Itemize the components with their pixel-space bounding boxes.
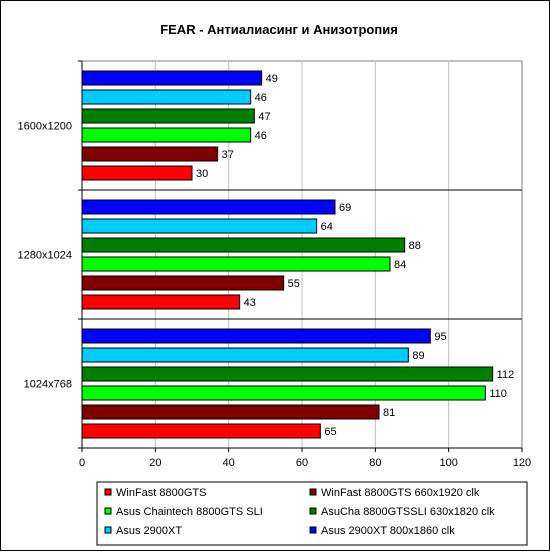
bar-value-label: 84 (394, 259, 406, 271)
bar (81, 70, 263, 86)
legend-entry: Asus 2900XT 800x1860 clk (321, 525, 455, 537)
bar-value-label: 30 (196, 168, 208, 180)
legend-swatch (104, 488, 112, 496)
bar-value-label: 95 (434, 331, 446, 343)
legend-entry: AsuCha 8800GTSSLI 630x1820 clk (321, 506, 495, 518)
bar-value-label: 49 (266, 73, 278, 85)
legend-swatch (309, 507, 317, 515)
bar (81, 385, 486, 401)
x-tick-label: 80 (369, 457, 381, 469)
bar-value-label: 110 (489, 388, 507, 400)
x-tick-label: 120 (513, 457, 531, 469)
bar-value-label: 88 (409, 240, 421, 252)
legend-entry: Asus Chaintech 8800GTS SLI (116, 506, 263, 518)
legend-swatch (309, 488, 317, 496)
bar (81, 127, 252, 143)
legend-entry: Asus 2900XT (116, 525, 182, 537)
category-label: 1600x1200 (18, 121, 72, 133)
bar (81, 89, 252, 105)
bar (81, 237, 406, 253)
bar-value-label: 89 (412, 350, 424, 362)
bar-value-label: 69 (339, 202, 351, 214)
bar-value-label: 46 (255, 130, 267, 142)
bar (81, 218, 318, 234)
bar-value-label: 43 (244, 297, 256, 309)
x-tick-label: 60 (296, 457, 308, 469)
bar-value-label: 81 (383, 407, 395, 419)
bar (81, 404, 380, 420)
bar-value-label: 64 (321, 221, 333, 233)
bar (81, 146, 219, 162)
bar-value-label: 46 (255, 92, 267, 104)
bar (81, 347, 409, 363)
legend-swatch (309, 526, 317, 534)
bar (81, 275, 285, 291)
bar (81, 165, 193, 181)
bar (81, 199, 336, 215)
x-tick-label: 0 (79, 457, 85, 469)
bar (81, 256, 391, 272)
bar-value-label: 37 (222, 149, 234, 161)
x-tick-label: 100 (439, 457, 457, 469)
category-label: 1280x1024 (18, 250, 72, 262)
legend-entry: WinFast 8800GTS 660x1920 clk (321, 487, 480, 499)
bar (81, 328, 431, 344)
legend-entry: WinFast 8800GTS (116, 487, 206, 499)
x-tick-label: 40 (223, 457, 235, 469)
bar (81, 366, 494, 382)
bar-value-label: 47 (258, 111, 270, 123)
legend-swatch (104, 526, 112, 534)
bar-value-label: 112 (497, 369, 515, 381)
bar (81, 294, 241, 310)
bar-value-label: 65 (324, 426, 336, 438)
bar (81, 108, 255, 124)
bar (81, 423, 321, 439)
legend-swatch (104, 507, 112, 515)
bar-value-label: 55 (288, 278, 300, 290)
chart-title: FEAR - Антиалиасинг и Анизотропия (160, 22, 398, 37)
x-tick-label: 20 (149, 457, 161, 469)
category-label: 1024x768 (24, 379, 72, 391)
